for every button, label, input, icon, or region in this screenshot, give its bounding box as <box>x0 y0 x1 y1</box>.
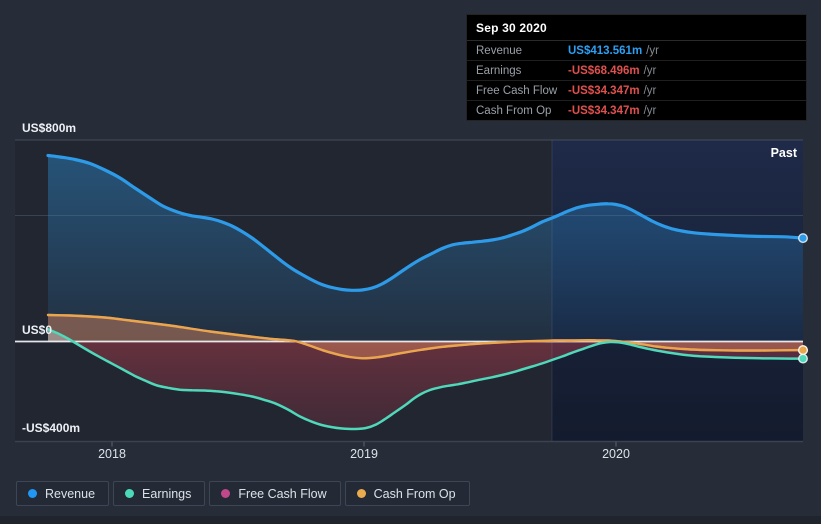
tooltip-rows: Revenue US$413.561m/yr Earnings -US$68.496m… <box>467 41 806 120</box>
tooltip-row: Free Cash Flow -US$34.347m/yr <box>467 81 806 101</box>
chart-legend: Revenue Earnings Free Cash Flow Cash From O… <box>16 481 470 506</box>
tooltip-row-label: Cash From Op <box>476 104 552 117</box>
y-axis-labels: US$800m US$0 -US$400m <box>22 121 80 435</box>
legend-label: Revenue <box>45 486 96 501</box>
cash-from-op-fill <box>48 315 803 359</box>
tooltip-row-value: -US$34.347m <box>568 84 640 97</box>
earnings-line[interactable] <box>46 328 805 431</box>
cash-from-op-line[interactable] <box>46 313 805 360</box>
tooltip-row-label: Revenue <box>476 44 523 57</box>
earnings-end-marker[interactable] <box>798 353 809 364</box>
tooltip-row-label: Earnings <box>476 64 522 77</box>
tooltip-row-unit: /yr <box>643 84 657 97</box>
x-label-2019: 2019 <box>350 447 378 461</box>
chart-canvas: US$800m US$0 -US$400m 2018 2019 2020 Pas… <box>15 121 809 461</box>
date-tooltip: Sep 30 2020 Revenue US$413.561m/yr Earning… <box>466 14 807 121</box>
tooltip-row-value: US$413.561m <box>568 44 643 57</box>
x-axis <box>15 440 803 447</box>
legend-item-cash-from-op[interactable]: Cash From Op <box>344 481 470 506</box>
legend-item-earnings[interactable]: Earnings <box>113 481 206 506</box>
y-label-zero: US$0 <box>22 323 52 337</box>
revenue-line[interactable] <box>46 153 805 292</box>
legend-item-free-cash-flow[interactable]: Free Cash Flow <box>209 481 341 506</box>
tooltip-row: Earnings -US$68.496m/yr <box>467 61 806 81</box>
tooltip-date: Sep 30 2020 <box>467 15 806 41</box>
legend-label: Cash From Op <box>373 486 456 501</box>
footer-strip <box>0 516 821 524</box>
tooltip-row: Cash From Op -US$34.347m/yr <box>467 101 806 120</box>
tooltip-row-label: Free Cash Flow <box>476 84 558 97</box>
cash-from-op-end-marker[interactable] <box>798 345 809 356</box>
x-axis-labels: 2018 2019 2020 <box>98 447 630 461</box>
earnings-negative-fill <box>48 341 803 430</box>
x-axis-ticks <box>111 441 617 447</box>
series-end-markers[interactable] <box>798 233 809 364</box>
x-label-2020: 2020 <box>602 447 630 461</box>
x-label-2018: 2018 <box>98 447 126 461</box>
free-cash-flow-fill <box>48 315 803 359</box>
y-label-800m: US$800m <box>22 121 76 135</box>
legend-label: Free Cash Flow <box>238 486 327 501</box>
revenue-end-marker[interactable] <box>798 233 809 244</box>
series-fills <box>48 155 803 430</box>
legend-dot <box>28 489 37 498</box>
past-region-label: Past <box>771 146 798 160</box>
revenue-fill <box>48 155 803 342</box>
tooltip-row-unit: /yr <box>643 64 657 77</box>
tooltip-row: Revenue US$413.561m/yr <box>467 41 806 61</box>
legend-item-revenue[interactable]: Revenue <box>16 481 110 506</box>
legend-dot <box>356 489 366 498</box>
y-label-neg400m: -US$400m <box>22 421 80 435</box>
series-lines[interactable] <box>46 153 805 431</box>
legend-dot <box>221 489 231 498</box>
legend-dot <box>125 489 135 498</box>
tooltip-row-unit: /yr <box>646 44 659 57</box>
tooltip-row-value: -US$34.347m <box>568 104 640 117</box>
legend-label: Earnings <box>142 486 192 501</box>
tooltip-row-value: -US$68.496m <box>568 64 640 77</box>
tooltip-row-unit: /yr <box>643 104 657 117</box>
